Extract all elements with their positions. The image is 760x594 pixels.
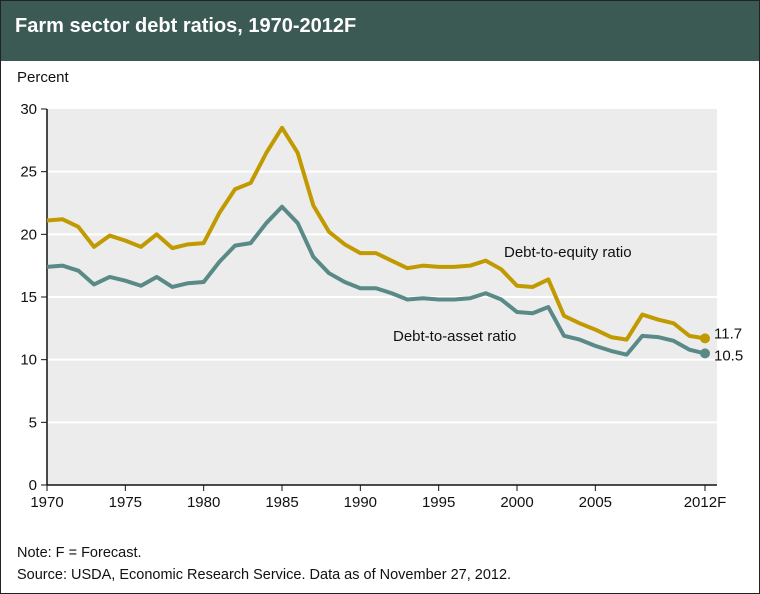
x-tick-label: 1990	[344, 494, 377, 511]
series-label: Debt-to-asset ratio	[393, 328, 516, 345]
end-point-marker	[700, 333, 710, 344]
plot-area: 0 5 10 15 20 25 30 1970 1975 1980 1985 1990 1995 2000…	[20, 101, 743, 511]
end-point-marker	[700, 348, 710, 359]
x-tick-label: 1975	[109, 494, 142, 511]
x-tick-label: 1970	[30, 494, 63, 511]
y-axis-label: Percent	[17, 69, 69, 86]
source-text: Source: USDA, Economic Research Service.…	[17, 567, 512, 583]
y-tick-label: 10	[20, 352, 37, 369]
x-tick-label: 1995	[422, 494, 455, 511]
x-tick-label: 2012F	[684, 494, 727, 511]
series-line-equity	[46, 125, 706, 342]
y-tick-label: 5	[29, 414, 37, 431]
series-line-asset	[46, 204, 706, 357]
x-tick-label: 1985	[265, 494, 298, 511]
y-tick-label: 25	[20, 164, 37, 181]
series-label: Debt-to-equity ratio	[504, 244, 632, 261]
end-value-label: 10.5	[714, 347, 743, 364]
chart-title: Farm sector debt ratios, 1970-2012F	[15, 15, 357, 37]
end-value-label: 11.7	[714, 325, 742, 342]
x-tick-label: 1980	[187, 494, 220, 511]
y-tick-label: 30	[20, 101, 37, 118]
note-text: Note: F = Forecast.	[17, 545, 142, 561]
y-tick-label: 15	[20, 289, 37, 306]
x-tick-label: 2005	[579, 494, 612, 511]
y-tick-label: 20	[20, 226, 37, 243]
y-tick-label: 0	[29, 477, 37, 494]
title-bar: Farm sector debt ratios, 1970-2012F	[1, 1, 759, 61]
x-tick-label: 2000	[500, 494, 533, 511]
